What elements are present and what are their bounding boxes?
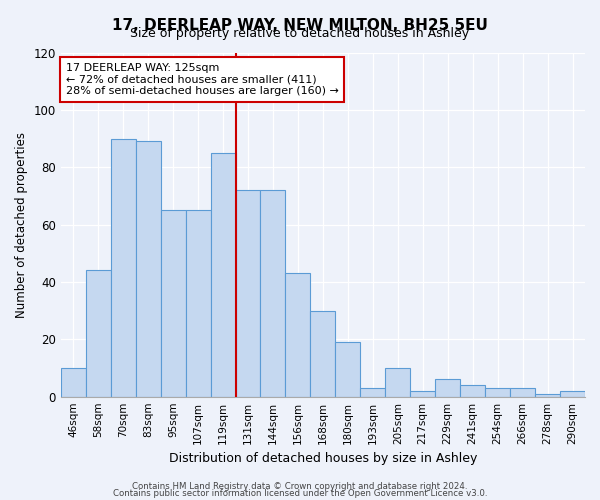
Text: 17, DEERLEAP WAY, NEW MILTON, BH25 5EU: 17, DEERLEAP WAY, NEW MILTON, BH25 5EU	[112, 18, 488, 32]
Bar	[61, 368, 86, 396]
Bar	[410, 391, 435, 396]
Bar	[460, 385, 485, 396]
Bar	[260, 190, 286, 396]
Bar	[560, 391, 585, 396]
Text: 17 DEERLEAP WAY: 125sqm
← 72% of detached houses are smaller (411)
28% of semi-d: 17 DEERLEAP WAY: 125sqm ← 72% of detache…	[66, 63, 339, 96]
Bar	[286, 274, 310, 396]
Bar	[86, 270, 111, 396]
Bar	[435, 380, 460, 396]
Bar	[335, 342, 361, 396]
Bar	[485, 388, 510, 396]
Bar	[236, 190, 260, 396]
Bar	[535, 394, 560, 396]
Bar	[361, 388, 385, 396]
Text: Contains public sector information licensed under the Open Government Licence v3: Contains public sector information licen…	[113, 490, 487, 498]
Bar	[185, 210, 211, 396]
Bar	[211, 153, 236, 396]
Bar	[136, 142, 161, 396]
Bar	[111, 138, 136, 396]
Bar	[161, 210, 185, 396]
Bar	[385, 368, 410, 396]
X-axis label: Distribution of detached houses by size in Ashley: Distribution of detached houses by size …	[169, 452, 477, 465]
Bar	[310, 310, 335, 396]
Bar	[510, 388, 535, 396]
Text: Contains HM Land Registry data © Crown copyright and database right 2024.: Contains HM Land Registry data © Crown c…	[132, 482, 468, 491]
Y-axis label: Number of detached properties: Number of detached properties	[15, 132, 28, 318]
Text: Size of property relative to detached houses in Ashley: Size of property relative to detached ho…	[130, 28, 470, 40]
